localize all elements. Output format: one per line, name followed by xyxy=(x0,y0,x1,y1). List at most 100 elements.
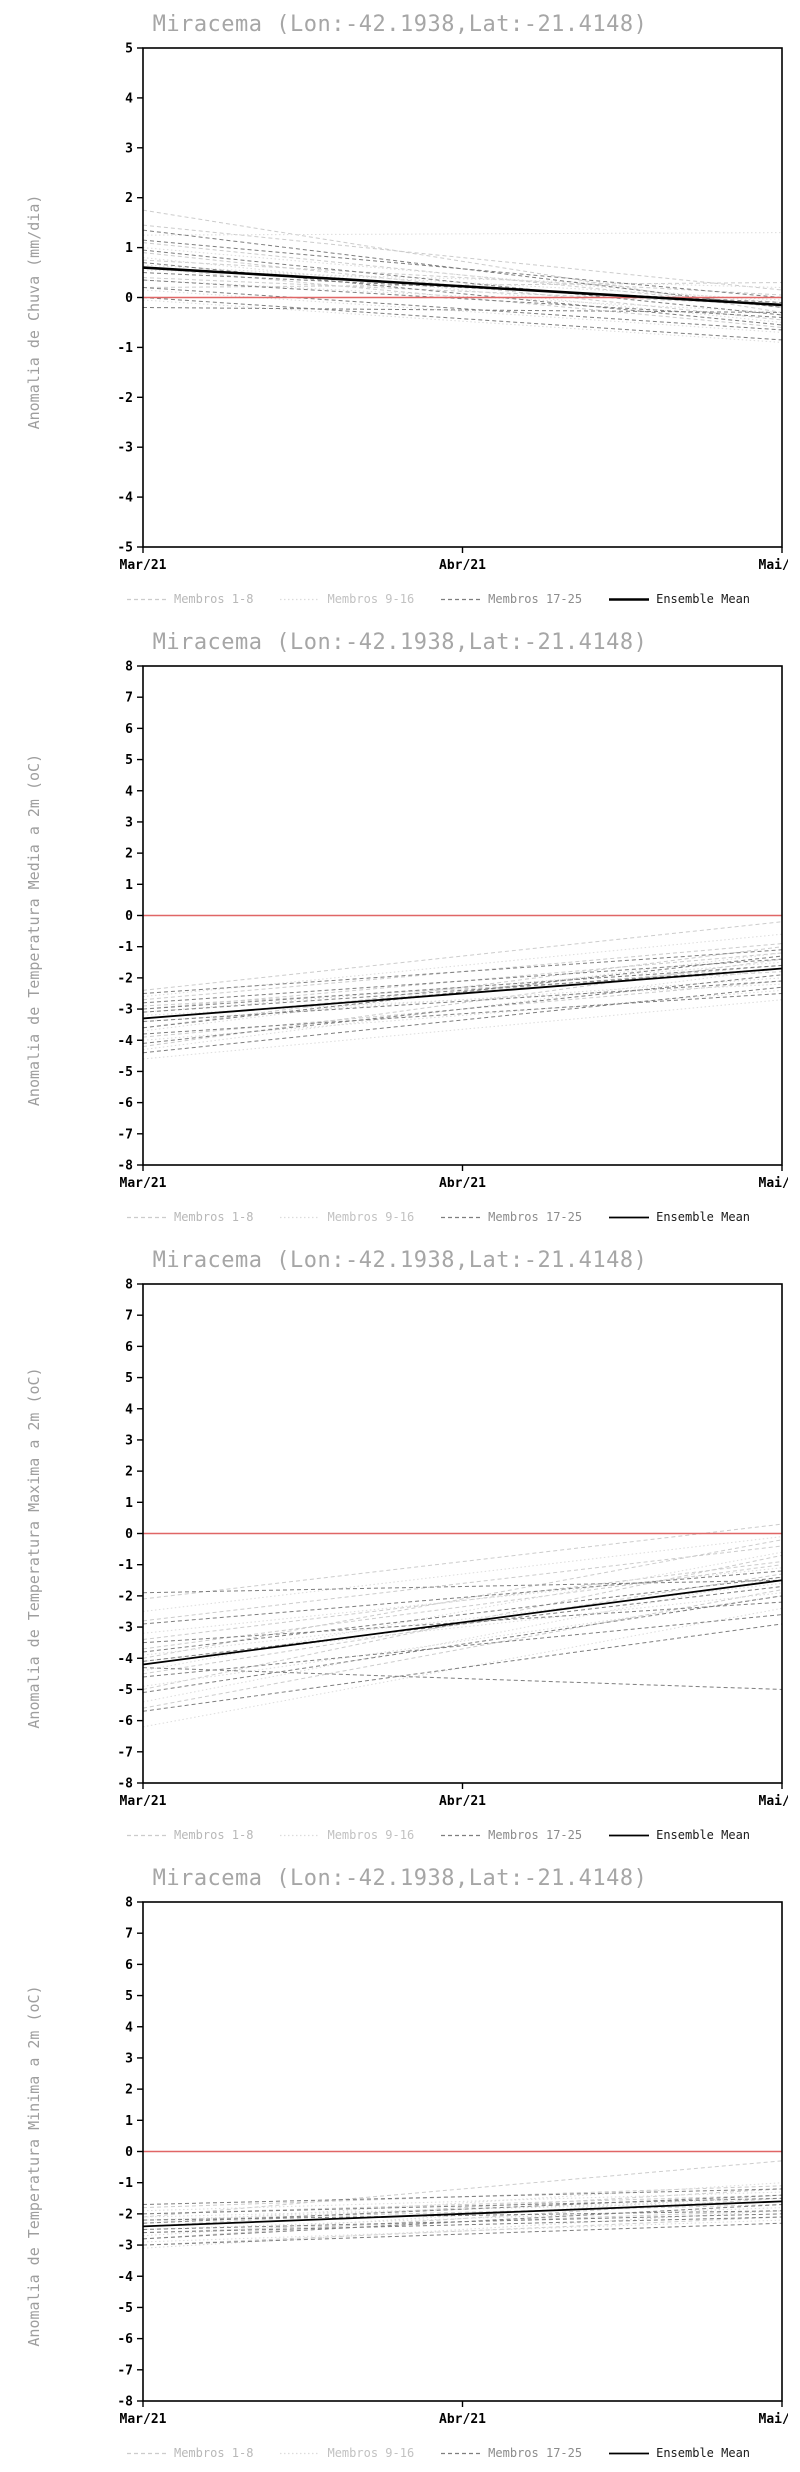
legend-line-sample xyxy=(441,1216,482,1218)
svg-text:-2: -2 xyxy=(117,391,133,406)
svg-text:-6: -6 xyxy=(117,1714,133,1729)
svg-text:-4: -4 xyxy=(117,2270,133,2285)
svg-text:Mai/21: Mai/21 xyxy=(759,558,788,573)
legend-item-membros-9-16: Membros 9-16 xyxy=(279,1828,414,1842)
chart-title: Miracema (Lon:-42.1938,Lat:-21.4148) xyxy=(152,630,648,655)
svg-text:7: 7 xyxy=(125,1309,133,1324)
svg-text:-7: -7 xyxy=(117,1745,133,1760)
legend-line-sample xyxy=(280,1834,321,1836)
chart-section-precipitation-anomaly: Miracema (Lon:-42.1938,Lat:-21.4148) Ano… xyxy=(0,0,800,618)
plot-svg: -8 -7 -6 -5 -4 -3 -2 -1 0 1 2 3 4 5 6 7 8 Mar/21 Abr/21 Mai… xyxy=(117,660,788,1191)
chart-section-max-temperature-anomaly: Miracema (Lon:-42.1938,Lat:-21.4148) Ano… xyxy=(0,1236,800,1854)
svg-text:-5: -5 xyxy=(117,2301,133,2316)
svg-text:-8: -8 xyxy=(117,1159,133,1174)
y-axis-label: Anomalia de Temperatura Maxima a 2m (oC) xyxy=(25,1367,43,1729)
legend-line-sample xyxy=(280,2452,321,2454)
svg-text:3: 3 xyxy=(125,2051,133,2066)
legend-item-membros-1-8: Membros 1-8 xyxy=(126,1828,253,1842)
legend-line-sample xyxy=(280,598,321,600)
legend-label: Ensemble Mean xyxy=(656,592,751,606)
y-axis-label: Anomalia de Temperatura Minima a 2m (oC) xyxy=(25,1985,43,2347)
legend-line-sample xyxy=(126,1216,167,1218)
legend-label: Membros 9-16 xyxy=(327,1210,415,1224)
legend-item-ensemble-mean: Ensemble Mean xyxy=(608,1828,750,1842)
svg-text:7: 7 xyxy=(125,691,133,706)
svg-text:6: 6 xyxy=(125,1340,133,1355)
svg-text:-5: -5 xyxy=(117,541,133,556)
svg-text:-4: -4 xyxy=(117,1652,133,1667)
svg-text:7: 7 xyxy=(125,1927,133,1942)
svg-text:2: 2 xyxy=(125,1465,133,1480)
svg-text:5: 5 xyxy=(125,753,133,768)
svg-text:-1: -1 xyxy=(117,1558,133,1573)
y-axis-label: Anomalia de Chuva (mm/dia) xyxy=(25,194,43,430)
svg-text:Mar/21: Mar/21 xyxy=(120,558,167,573)
svg-text:Abr/21: Abr/21 xyxy=(439,1176,486,1191)
chart-legend: Membros 1-8 Membros 9-16 Membros 17-25 E… xyxy=(88,1828,788,1842)
legend-label: Membros 1-8 xyxy=(173,592,254,606)
svg-text:Abr/21: Abr/21 xyxy=(439,2412,486,2427)
legend-item-ensemble-mean: Ensemble Mean xyxy=(608,1210,750,1224)
svg-text:Mai/21: Mai/21 xyxy=(759,1794,788,1809)
legend-item-membros-17-25: Membros 17-25 xyxy=(440,2446,582,2460)
svg-text:2: 2 xyxy=(125,2083,133,2098)
legend-label: Membros 1-8 xyxy=(173,2446,254,2460)
svg-text:3: 3 xyxy=(125,815,133,830)
svg-text:-2: -2 xyxy=(117,2207,133,2222)
svg-text:Mai/21: Mai/21 xyxy=(759,1176,788,1191)
legend-line-sample xyxy=(609,1216,650,1218)
svg-text:Mar/21: Mar/21 xyxy=(120,1794,167,1809)
svg-text:-6: -6 xyxy=(117,1096,133,1111)
svg-text:Mar/21: Mar/21 xyxy=(120,1176,167,1191)
chart-title: Miracema (Lon:-42.1938,Lat:-21.4148) xyxy=(152,1248,648,1273)
svg-text:-5: -5 xyxy=(117,1065,133,1080)
legend-item-ensemble-mean: Ensemble Mean xyxy=(608,2446,750,2460)
legend-label: Membros 9-16 xyxy=(327,2446,415,2460)
legend-line-sample xyxy=(280,1216,321,1218)
legend-item-membros-9-16: Membros 9-16 xyxy=(279,2446,414,2460)
legend-item-membros-1-8: Membros 1-8 xyxy=(126,2446,253,2460)
legend-label: Membros 9-16 xyxy=(327,1828,415,1842)
svg-text:5: 5 xyxy=(125,1371,133,1386)
svg-text:0: 0 xyxy=(125,291,133,306)
svg-text:Mar/21: Mar/21 xyxy=(120,2412,167,2427)
legend-line-sample xyxy=(609,597,650,601)
svg-text:-7: -7 xyxy=(117,2363,133,2378)
svg-text:4: 4 xyxy=(125,1402,133,1417)
plot-svg: -8 -7 -6 -5 -4 -3 -2 -1 0 1 2 3 4 5 6 7 8 Mar/21 Abr/21 Mai… xyxy=(117,1896,788,2427)
svg-text:-1: -1 xyxy=(117,2176,133,2191)
y-axis-label: Anomalia de Temperatura Media a 2m (oC) xyxy=(25,753,43,1107)
svg-text:1: 1 xyxy=(125,1496,133,1511)
svg-text:8: 8 xyxy=(125,1278,133,1293)
svg-text:-4: -4 xyxy=(117,491,133,506)
svg-text:0: 0 xyxy=(125,2145,133,2160)
chart-section-mean-temperature-anomaly: Miracema (Lon:-42.1938,Lat:-21.4148) Ano… xyxy=(0,618,800,1236)
legend-label: Membros 9-16 xyxy=(327,592,415,606)
svg-text:1: 1 xyxy=(125,878,133,893)
svg-text:1: 1 xyxy=(125,241,133,256)
legend-item-membros-9-16: Membros 9-16 xyxy=(279,1210,414,1224)
svg-text:Abr/21: Abr/21 xyxy=(439,1794,486,1809)
svg-text:6: 6 xyxy=(125,722,133,737)
svg-text:-8: -8 xyxy=(117,2395,133,2410)
legend-label: Membros 17-25 xyxy=(488,1210,583,1224)
svg-text:-4: -4 xyxy=(117,1034,133,1049)
legend-line-sample xyxy=(441,2452,482,2454)
legend-item-membros-9-16: Membros 9-16 xyxy=(279,592,414,606)
svg-text:0: 0 xyxy=(125,1527,133,1542)
chart-section-min-temperature-anomaly: Miracema (Lon:-42.1938,Lat:-21.4148) Ano… xyxy=(0,1854,800,2472)
svg-text:-6: -6 xyxy=(117,2332,133,2347)
svg-text:-3: -3 xyxy=(117,1003,133,1018)
legend-item-membros-1-8: Membros 1-8 xyxy=(126,592,253,606)
legend-line-sample xyxy=(441,598,482,600)
legend-label: Membros 17-25 xyxy=(488,2446,583,2460)
svg-text:-7: -7 xyxy=(117,1127,133,1142)
svg-text:1: 1 xyxy=(125,2114,133,2129)
chart-title: Miracema (Lon:-42.1938,Lat:-21.4148) xyxy=(152,12,648,37)
legend-label: Ensemble Mean xyxy=(656,1210,751,1224)
legend-label: Membros 17-25 xyxy=(488,1828,583,1842)
svg-text:2: 2 xyxy=(125,191,133,206)
legend-item-membros-1-8: Membros 1-8 xyxy=(126,1210,253,1224)
legend-label: Ensemble Mean xyxy=(656,1828,751,1842)
chart-legend: Membros 1-8 Membros 9-16 Membros 17-25 E… xyxy=(88,1210,788,1224)
